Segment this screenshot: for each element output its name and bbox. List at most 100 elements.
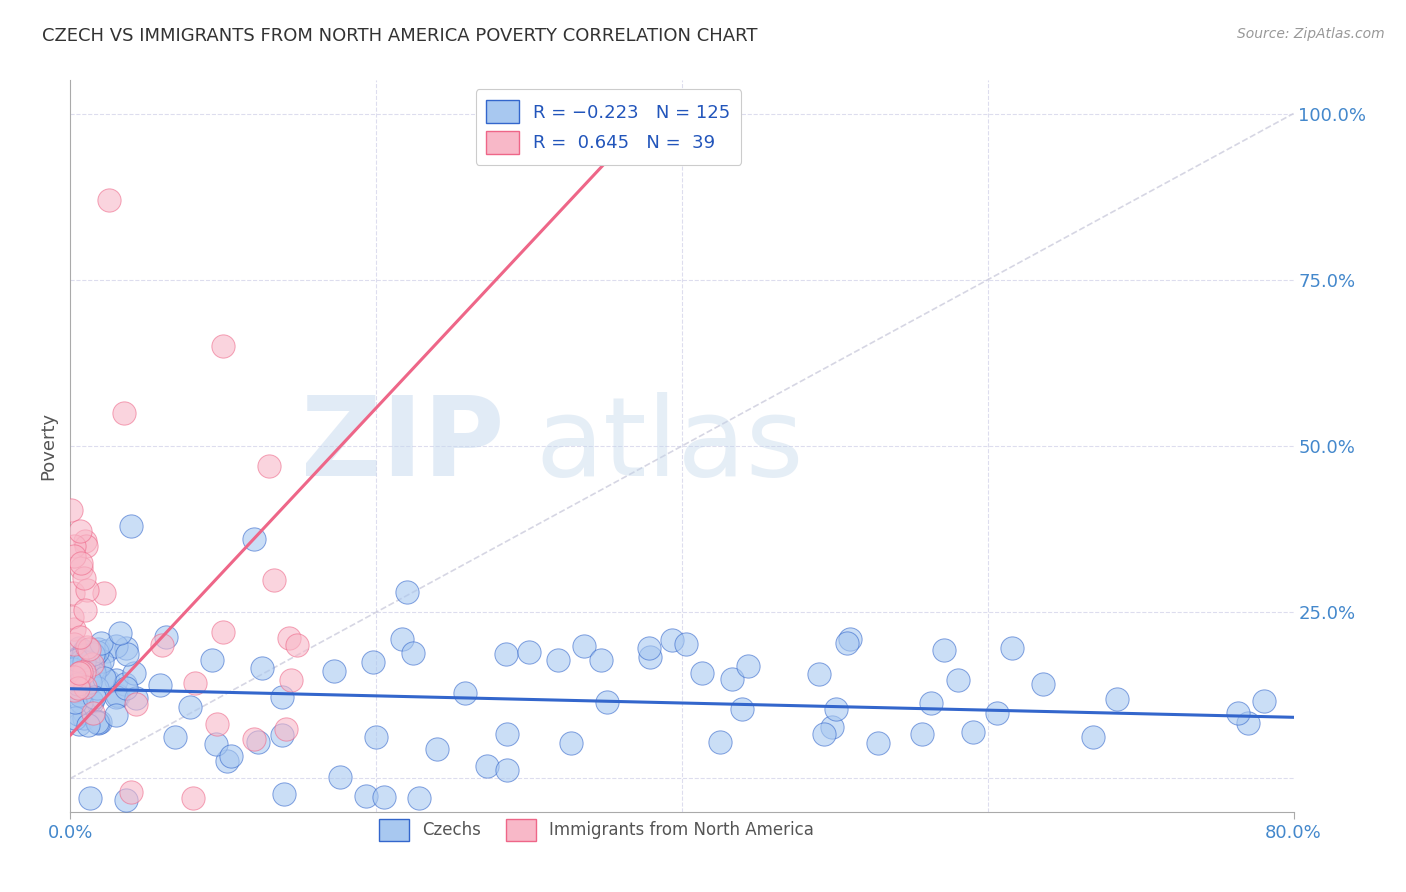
Point (204, 737, 226, 751)
Point (731, 702, 754, 716)
Point (1253, 694, 1275, 708)
Point (323, 664, 346, 678)
Text: atlas: atlas (536, 392, 804, 500)
Point (82, 647, 104, 661)
Point (675, 637, 697, 651)
Point (807, 667, 830, 681)
Point (247, 735, 270, 749)
Point (63, 637, 86, 651)
Point (70, 654, 93, 668)
Point (75, 539, 97, 553)
Point (1001, 641, 1024, 656)
Point (105, 640, 128, 654)
Point (60, 609, 83, 624)
Point (709, 735, 731, 749)
Point (285, 638, 308, 652)
Point (63, 622, 86, 636)
Point (934, 642, 956, 657)
Point (80, 657, 103, 672)
Point (263, 573, 285, 587)
Point (720, 672, 742, 686)
Point (69, 630, 91, 644)
Point (115, 647, 138, 661)
Point (114, 677, 136, 691)
Point (181, 791, 204, 805)
Point (495, 648, 517, 662)
Point (93, 671, 115, 685)
Point (212, 625, 235, 640)
Point (70, 556, 93, 570)
Point (93, 586, 115, 600)
Text: ZIP: ZIP (301, 392, 505, 500)
Point (73, 705, 96, 719)
Point (89, 659, 111, 673)
Point (329, 770, 352, 784)
Point (107, 689, 129, 703)
Point (201, 653, 224, 667)
Point (391, 632, 413, 646)
Point (72, 643, 94, 657)
Point (105, 708, 128, 723)
Point (250, 661, 273, 675)
Point (125, 698, 148, 712)
Point (596, 695, 619, 709)
Point (73, 645, 96, 659)
Text: CZECH VS IMMIGRANTS FROM NORTH AMERICA POVERTY CORRELATION CHART: CZECH VS IMMIGRANTS FROM NORTH AMERICA P… (42, 27, 758, 45)
Point (547, 653, 569, 667)
Point (986, 706, 1008, 721)
Point (572, 639, 595, 653)
Point (66, 663, 89, 677)
Point (82, 695, 104, 709)
Point (69, 524, 91, 538)
Point (86, 681, 108, 695)
Point (496, 727, 519, 741)
Point (63, 670, 86, 684)
Point (69, 561, 91, 575)
Point (73, 680, 96, 694)
Point (277, 631, 299, 645)
Point (373, 789, 395, 804)
Point (63, 695, 86, 709)
Point (73, 710, 96, 724)
Point (63, 539, 86, 553)
Point (454, 686, 477, 700)
Point (70, 695, 93, 709)
Point (179, 699, 201, 714)
Point (63, 682, 86, 697)
Point (638, 641, 661, 656)
Point (366, 730, 388, 744)
Point (77, 718, 100, 732)
Point (108, 626, 131, 640)
Point (205, 717, 228, 731)
Point (69, 688, 91, 702)
Point (149, 678, 172, 692)
Point (76, 582, 98, 597)
Point (97, 193, 120, 207)
Point (62, 662, 84, 676)
Point (363, 655, 385, 669)
Point (121, 518, 143, 533)
Point (1081, 731, 1104, 745)
Point (115, 641, 138, 656)
Point (73, 602, 96, 616)
Point (67, 665, 90, 680)
Point (76, 650, 98, 665)
Y-axis label: Poverty: Poverty (39, 412, 58, 480)
Point (125, 691, 148, 706)
Point (1032, 676, 1054, 690)
Point (354, 789, 377, 803)
Point (271, 727, 294, 741)
Point (121, 785, 143, 799)
Point (76, 677, 98, 691)
Point (122, 665, 145, 680)
Point (66, 653, 89, 667)
Point (112, 406, 135, 420)
Point (73, 571, 96, 585)
Point (67, 681, 90, 695)
Point (1227, 706, 1250, 721)
Point (63, 549, 86, 563)
Point (97, 673, 120, 688)
Point (184, 675, 207, 690)
Point (402, 646, 425, 660)
Point (70, 669, 93, 683)
